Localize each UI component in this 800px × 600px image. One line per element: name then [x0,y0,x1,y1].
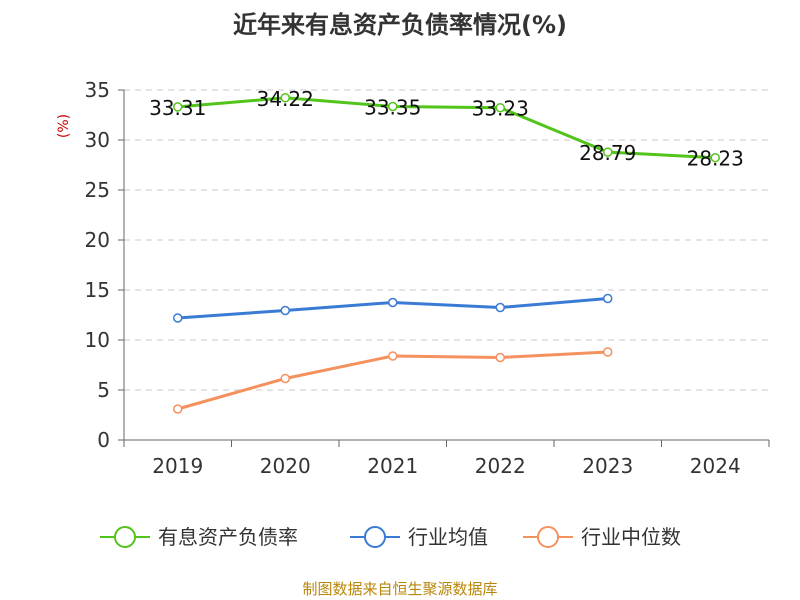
y-tick-label: 5 [97,378,110,402]
x-tick-label: 2023 [582,454,633,478]
legend-label: 行业均值 [408,525,488,549]
data-point [173,404,183,414]
y-tick-label: 0 [97,428,110,452]
data-point [280,305,290,316]
series-1 [173,93,720,163]
data-label: 33.31 [149,96,206,120]
data-point [388,351,398,361]
series-line [177,96,716,160]
data-point [603,293,613,304]
y-tick-label: 30 [85,128,110,152]
data-label: 28.79 [579,141,636,165]
y-tick-label: 10 [85,328,110,352]
data-point [495,102,505,113]
legend-marker [364,526,386,548]
data-label: 33.23 [472,97,529,121]
data-point [280,373,290,384]
y-tick-label: 35 [85,78,110,102]
x-tick-label: 2024 [690,454,741,478]
data-point [495,352,505,363]
source-note: 制图数据来自恒生聚源数据库 [302,580,497,598]
x-tick-label: 2022 [475,454,526,478]
series-layer [173,93,720,414]
chart-title: 近年来有息资产负债率情况(%) [233,11,567,39]
data-point [603,347,613,357]
data-point [603,147,613,157]
grid-lines [124,89,769,391]
x-tick-label: 2020 [260,454,311,478]
legend-label: 行业中位数 [581,525,681,549]
series-3 [173,347,613,414]
data-label: 28.23 [687,147,744,171]
data-point [173,102,183,112]
x-tick-label: 2021 [367,454,418,478]
y-tick-label: 25 [85,178,110,202]
data-point [710,152,720,163]
data-point [495,302,505,313]
legend-marker [114,526,136,548]
legend-item-1: 有息资产负债率 [100,525,298,549]
data-labels: 33.31 34.22 33.35 33.23 28.79 28.23 [149,87,744,171]
legend-label: 有息资产负债率 [158,525,298,549]
x-tick-label: 2019 [152,454,203,478]
legend-item-2: 行业均值 [350,525,488,549]
data-point [388,297,398,308]
axes: 0 5 10 15 20 25 30 35 2019 2020 2021 2022 2023 2024 [85,78,770,478]
data-label: 33.35 [364,96,421,120]
data-point [173,313,183,323]
legend-marker [537,526,559,548]
y-tick-label: 20 [85,228,110,252]
y-axis-unit-label: (%) [56,114,72,138]
series-2 [173,293,613,323]
data-label: 34.22 [257,87,314,111]
y-tick-label: 15 [85,278,110,302]
legend-item-3: 行业中位数 [523,525,681,549]
legend: 有息资产负债率 行业均值 行业中位数 [100,525,681,549]
data-point [388,101,398,112]
data-point [280,93,290,103]
